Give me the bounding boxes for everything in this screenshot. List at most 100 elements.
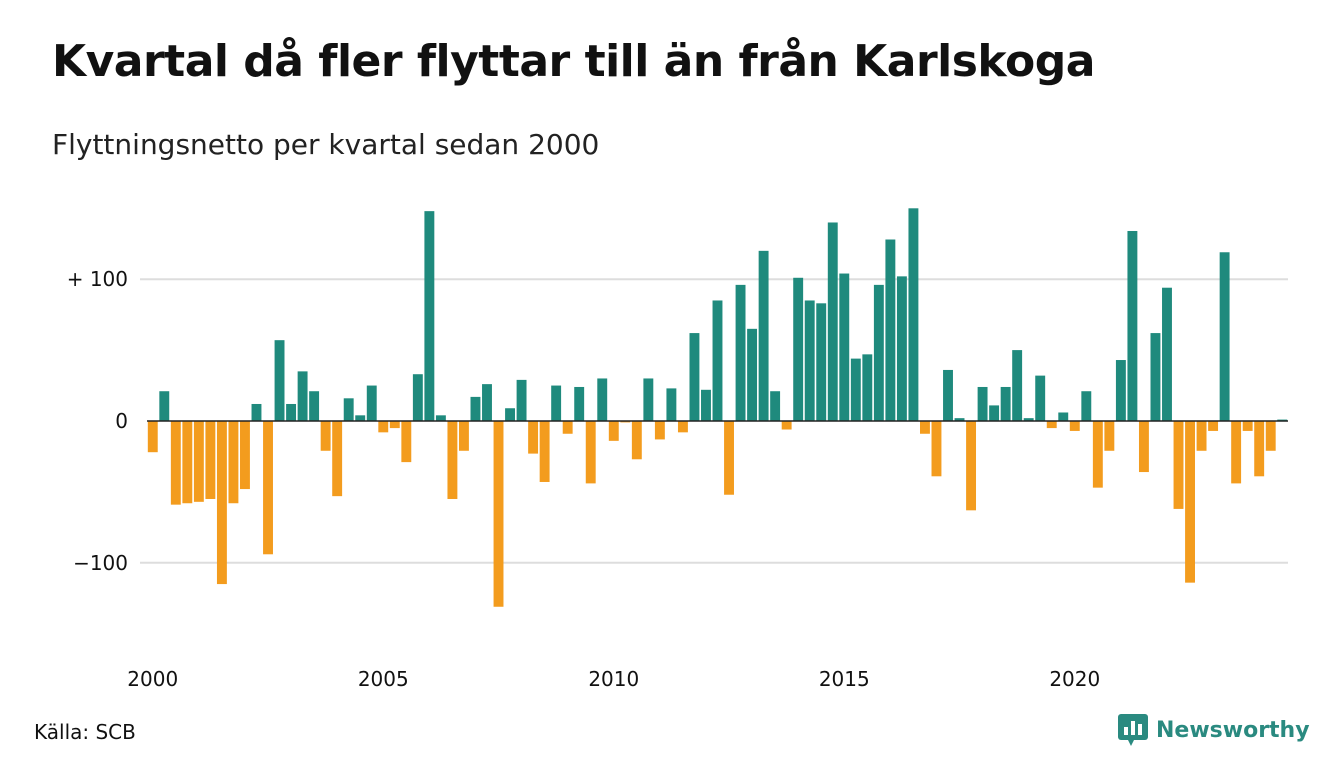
bar	[562, 421, 573, 434]
y-tick-label: 0	[115, 409, 128, 433]
bar	[631, 421, 642, 460]
bar	[366, 385, 377, 421]
bar	[1046, 421, 1057, 429]
bar	[320, 421, 331, 451]
bar	[482, 384, 492, 421]
bar	[240, 421, 250, 490]
bar	[1081, 391, 1092, 421]
bar	[885, 239, 896, 421]
bar	[493, 421, 504, 607]
bar	[297, 371, 308, 421]
bar	[228, 421, 239, 504]
bar	[931, 421, 942, 477]
bar	[793, 277, 804, 421]
chart-title: Kvartal då fler flyttar till än från Kar…	[52, 36, 1095, 87]
bar	[689, 333, 700, 421]
brand-logo: Newsworthy	[1118, 714, 1310, 746]
bar	[343, 398, 354, 421]
bar	[1000, 386, 1011, 421]
brand-name: Newsworthy	[1156, 717, 1310, 743]
bar	[1231, 421, 1242, 484]
bar	[182, 421, 193, 504]
bar	[528, 421, 539, 454]
bar	[850, 358, 861, 421]
bar	[977, 386, 988, 421]
chart-subtitle: Flyttningsnetto per kvartal sedan 2000	[52, 128, 600, 161]
bar	[712, 300, 723, 421]
bar	[943, 369, 953, 421]
bar	[735, 284, 746, 421]
bar	[597, 378, 608, 421]
bar	[1208, 421, 1219, 431]
bar	[827, 222, 838, 421]
x-tick-label: 2020	[1049, 667, 1100, 691]
bar	[216, 421, 227, 585]
bar	[816, 303, 827, 421]
bar	[412, 374, 423, 421]
bar	[873, 284, 884, 421]
x-tick-label: 2015	[819, 667, 870, 691]
bar	[654, 421, 665, 440]
bar	[458, 421, 469, 451]
bar	[286, 403, 297, 421]
bar	[770, 391, 781, 421]
bar	[505, 408, 515, 421]
bar	[251, 403, 262, 421]
bar	[1254, 421, 1265, 477]
bar	[758, 250, 769, 421]
bar	[608, 421, 619, 441]
bar	[1185, 421, 1195, 583]
bar	[1035, 375, 1046, 421]
bar	[447, 421, 458, 499]
newsworthy-logo-icon	[1118, 714, 1148, 746]
bar	[585, 421, 596, 484]
bar	[1162, 287, 1172, 421]
bar	[1173, 421, 1184, 509]
bar	[1127, 230, 1138, 421]
bar	[470, 396, 481, 421]
bar	[355, 415, 366, 421]
bar	[1058, 412, 1069, 421]
bar	[954, 418, 965, 421]
bar	[424, 211, 435, 421]
bar	[908, 208, 919, 421]
bar	[1219, 252, 1230, 421]
bar	[1104, 421, 1115, 451]
bar	[804, 300, 815, 421]
bar	[1023, 418, 1034, 421]
bar	[205, 421, 216, 499]
bar	[1265, 421, 1276, 451]
bar	[724, 421, 734, 495]
bar	[332, 421, 343, 497]
x-tick-label: 2005	[358, 667, 409, 691]
bar	[435, 415, 446, 421]
bar	[666, 388, 677, 421]
bar	[989, 405, 1000, 421]
bar	[1242, 421, 1253, 431]
bar	[539, 421, 550, 482]
bar	[1138, 421, 1149, 473]
y-tick-label: + 100	[67, 267, 128, 291]
bar	[747, 328, 758, 421]
bar	[551, 385, 562, 421]
bar	[574, 386, 585, 421]
bar	[1196, 421, 1207, 451]
bar	[378, 421, 389, 433]
bar	[839, 273, 850, 421]
x-tick-label: 2010	[588, 667, 639, 691]
x-tick-label: 2000	[127, 667, 178, 691]
bar	[701, 389, 711, 421]
bar	[309, 391, 320, 421]
bar	[677, 421, 688, 433]
bar	[781, 421, 792, 430]
bar	[1012, 350, 1023, 421]
bar	[274, 340, 285, 421]
source-note: Källa: SCB	[34, 720, 136, 744]
bar	[862, 354, 873, 421]
bar	[1069, 421, 1080, 431]
bar	[159, 391, 170, 421]
bar	[896, 276, 907, 421]
bar	[643, 378, 654, 421]
bar-chart: + 100 0 −100 2000 2005 2010 2015 2020	[67, 208, 1288, 691]
bar	[516, 379, 527, 421]
